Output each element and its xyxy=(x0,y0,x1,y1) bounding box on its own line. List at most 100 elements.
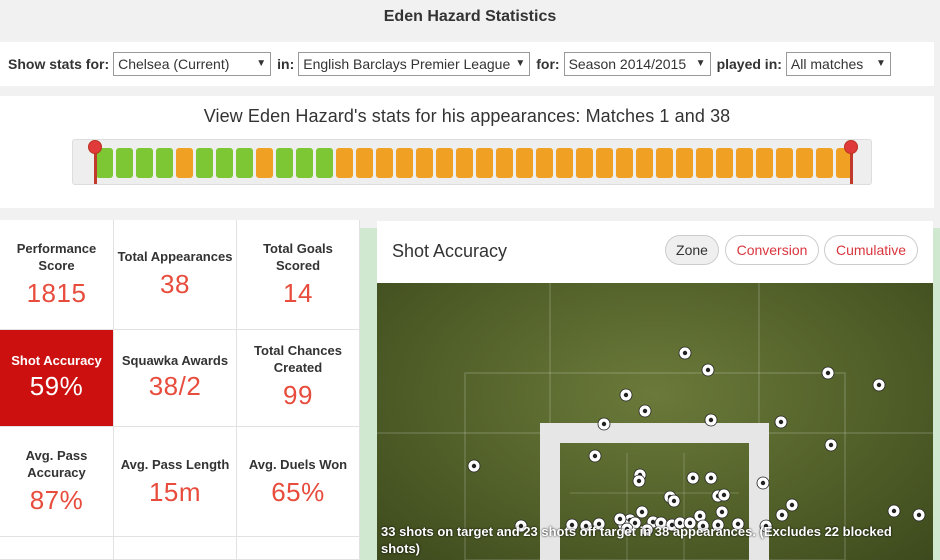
football-icon xyxy=(731,517,745,531)
shot-panel-title: Shot Accuracy xyxy=(392,241,508,261)
stat-value: 99 xyxy=(283,380,313,410)
stat-label: Total Goals Scored xyxy=(263,241,333,273)
league-select-value: English Barclays Premier League xyxy=(303,56,511,72)
stat-squawka-awards[interactable]: Squawka Awards 38/2 xyxy=(114,330,237,427)
match-block xyxy=(816,148,833,178)
match-block xyxy=(576,148,593,178)
stat-cell-empty xyxy=(114,537,237,560)
football-icon xyxy=(620,522,634,536)
in-label: in: xyxy=(277,56,295,72)
football-icon xyxy=(467,459,481,473)
appearance-range-panel: View Eden Hazard's stats for his appeara… xyxy=(0,96,934,208)
match-block xyxy=(416,148,433,178)
match-range-slider[interactable] xyxy=(72,139,872,185)
stat-value: 59% xyxy=(29,371,84,401)
football-icon xyxy=(632,474,646,488)
title-bar: Eden Hazard Statistics xyxy=(0,0,940,34)
stat-avg-pass-accuracy[interactable]: Avg. Pass Accuracy 87% xyxy=(0,427,114,537)
league-select[interactable]: English Barclays Premier League ▼ xyxy=(298,52,531,76)
stat-total-appearances[interactable]: Total Appearances 38 xyxy=(114,220,237,330)
shot-panel-header: Shot Accuracy Zone Conversion Cumulative xyxy=(377,221,933,283)
stat-label: Total Appearances xyxy=(117,249,233,264)
stats-grid: Performance Score 1815 Total Appearances… xyxy=(0,220,360,560)
shot-accuracy-panel: Shot Accuracy Zone Conversion Cumulative… xyxy=(377,221,933,560)
match-block xyxy=(756,148,773,178)
stat-label: Squawka Awards xyxy=(121,353,229,368)
match-block xyxy=(236,148,253,178)
stat-cell-empty xyxy=(0,537,114,560)
stat-shot-accuracy[interactable]: Shot Accuracy 59% xyxy=(0,330,114,427)
stat-value: 1815 xyxy=(26,278,87,308)
football-icon xyxy=(597,417,611,431)
football-icon xyxy=(686,471,700,485)
football-icon xyxy=(514,519,528,533)
match-block xyxy=(676,148,693,178)
match-block xyxy=(316,148,333,178)
football-icon xyxy=(824,438,838,452)
football-icon xyxy=(701,363,715,377)
match-block xyxy=(776,148,793,178)
team-select[interactable]: Chelsea (Current) ▼ xyxy=(113,52,272,76)
stat-label: Shot Accuracy xyxy=(11,353,102,368)
football-icon xyxy=(613,512,627,526)
football-icon xyxy=(704,413,718,427)
match-block xyxy=(596,148,613,178)
match-block xyxy=(616,148,633,178)
match-block xyxy=(836,148,853,178)
stat-total-goals[interactable]: Total Goals Scored 14 xyxy=(237,220,360,330)
filters-bar: Show stats for: Chelsea (Current) ▼ in: … xyxy=(0,42,934,86)
chevron-down-icon: ▼ xyxy=(873,53,886,75)
football-icon xyxy=(717,488,731,502)
stat-label: Performance Score xyxy=(16,241,97,273)
football-icon xyxy=(785,498,799,512)
match-block xyxy=(436,148,453,178)
football-icon xyxy=(775,508,789,522)
football-icon xyxy=(588,449,602,463)
football-icon xyxy=(579,519,593,533)
match-block xyxy=(96,148,113,178)
football-icon xyxy=(678,346,692,360)
stat-total-chances[interactable]: Total Chances Created 99 xyxy=(237,330,360,427)
match-block xyxy=(116,148,133,178)
stat-label: Avg. Pass Accuracy xyxy=(25,448,88,480)
match-block xyxy=(496,148,513,178)
match-strip xyxy=(96,148,856,178)
cumulative-button[interactable]: Cumulative xyxy=(824,235,918,265)
football-icon xyxy=(638,404,652,418)
football-icon xyxy=(635,505,649,519)
zone-button[interactable]: Zone xyxy=(665,235,719,265)
football-icon xyxy=(887,504,901,518)
season-select-value: Season 2014/2015 xyxy=(568,56,687,72)
pitch-lines xyxy=(377,283,933,560)
stat-value: 15m xyxy=(148,477,202,507)
match-block xyxy=(216,148,233,178)
match-block xyxy=(556,148,573,178)
conversion-button[interactable]: Conversion xyxy=(725,235,819,265)
panel-edge xyxy=(360,228,378,560)
stat-performance-score[interactable]: Performance Score 1815 xyxy=(0,220,114,330)
stat-cell-empty xyxy=(237,537,360,560)
shot-map-pitch: 33 shots on target and 23 shots off targ… xyxy=(377,283,933,560)
season-select[interactable]: Season 2014/2015 ▼ xyxy=(563,52,711,76)
stat-avg-pass-length[interactable]: Avg. Pass Length 15m xyxy=(114,427,237,537)
matches-select[interactable]: All matches ▼ xyxy=(785,52,891,76)
played-in-label: played in: xyxy=(716,56,782,72)
match-block xyxy=(136,148,153,178)
football-icon xyxy=(640,523,654,537)
football-icon xyxy=(759,519,773,533)
football-icon xyxy=(774,415,788,429)
match-block xyxy=(336,148,353,178)
football-icon xyxy=(565,518,579,532)
football-icon xyxy=(711,518,725,532)
chevron-down-icon: ▼ xyxy=(692,53,706,75)
shot-summary-caption: 33 shots on target and 23 shots off targ… xyxy=(381,524,892,556)
team-select-value: Chelsea (Current) xyxy=(118,56,230,72)
shot-markers xyxy=(467,346,926,537)
match-block xyxy=(276,148,293,178)
match-block xyxy=(476,148,493,178)
stat-avg-duels-won[interactable]: Avg. Duels Won 65% xyxy=(237,427,360,537)
match-block xyxy=(796,148,813,178)
range-start-handle[interactable] xyxy=(88,140,102,184)
show-stats-label: Show stats for: xyxy=(8,56,110,72)
range-end-handle[interactable] xyxy=(844,140,858,184)
